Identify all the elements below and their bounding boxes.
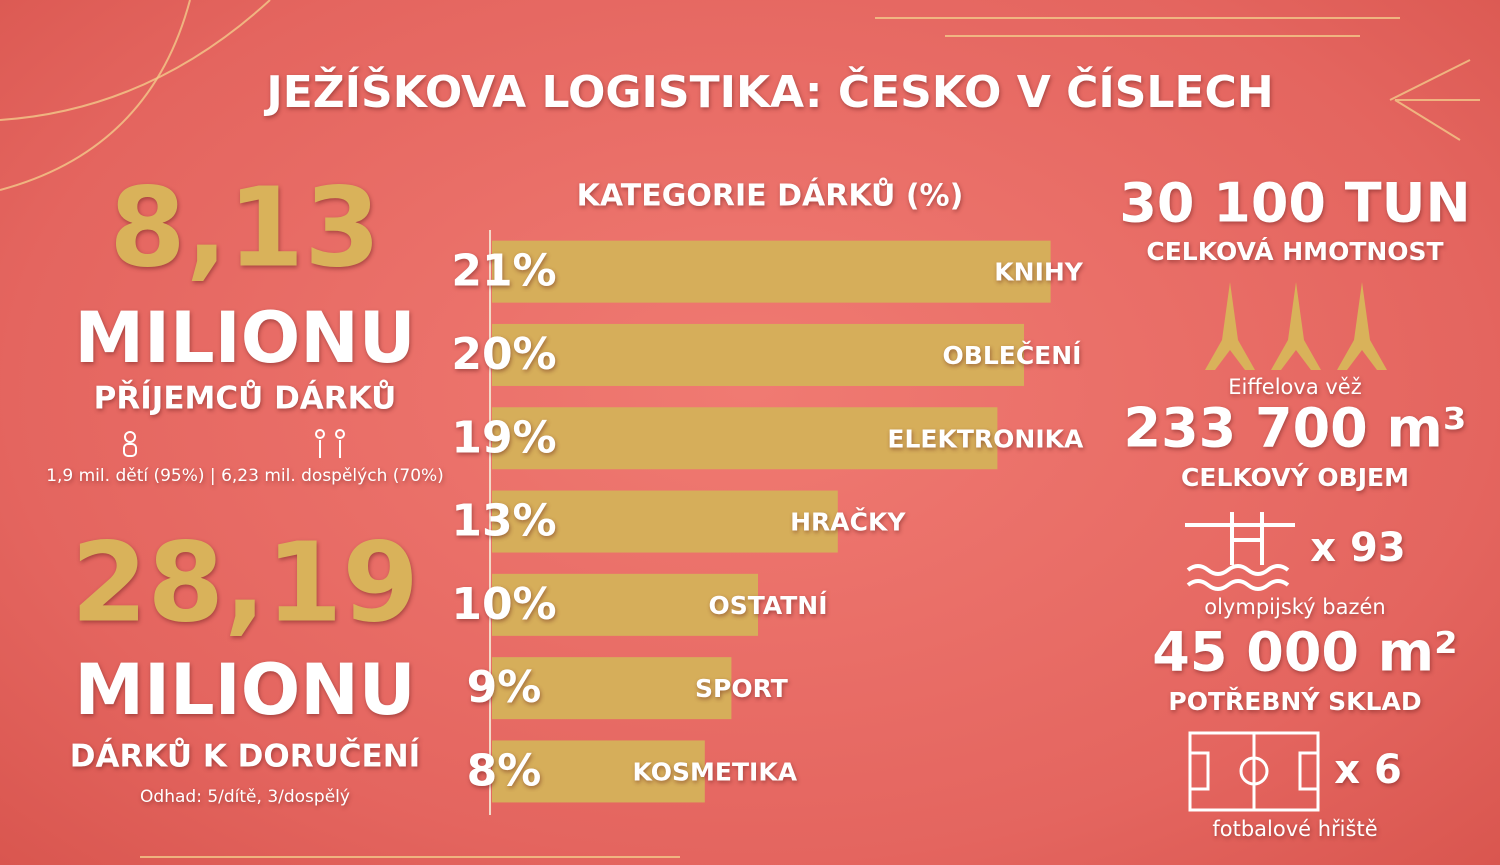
people-icons xyxy=(123,429,345,458)
bar xyxy=(492,407,998,470)
value-label: 13% xyxy=(451,496,556,547)
category-label: KNIHY xyxy=(994,258,1084,287)
multiplier: x 6 xyxy=(1334,747,1402,793)
bar xyxy=(492,240,1051,303)
big-number: 8,13 xyxy=(109,163,380,291)
value-label: 9% xyxy=(467,662,542,713)
unit: MILIONU xyxy=(74,649,415,731)
note: 1,9 mil. dětí (95%) | 6,23 mil. dospělýc… xyxy=(46,466,444,486)
stat-label: CELKOVÁ HMOTNOST xyxy=(1146,237,1443,266)
stat-value: 30 100 TUN xyxy=(1119,172,1470,235)
stat-label: CELKOVÝ OBJEM xyxy=(1181,462,1409,492)
decoration xyxy=(0,0,1480,858)
value-label: 10% xyxy=(451,579,556,630)
category-label: OSTATNÍ xyxy=(708,591,827,620)
title: JEŽÍŠKOVA LOGISTIKA: ČESKO V ČÍSLECH xyxy=(263,65,1273,118)
bar xyxy=(492,573,758,636)
value-label: 19% xyxy=(451,412,556,463)
chart-title: KATEGORIE DÁRKŮ (%) xyxy=(577,177,964,214)
value-label: 20% xyxy=(451,329,556,380)
icon-label: fotbalové hřiště xyxy=(1212,817,1377,841)
value-label: 21% xyxy=(451,246,556,297)
label: PŘÍJEMCŮ DÁRKŮ xyxy=(94,380,397,417)
bars: 21% KNIHY 20% OBLEČENÍ 19% ELEKTRONIKA 13% HRAČ… xyxy=(451,240,1084,803)
category-label: SPORT xyxy=(695,674,788,703)
stat-value: 45 000 m² xyxy=(1152,621,1457,684)
bar xyxy=(492,740,705,803)
category-label: HRAČKY xyxy=(790,507,906,537)
category-label: KOSMETIKA xyxy=(633,757,798,786)
icon-label: Eiffelova věž xyxy=(1228,375,1362,399)
bar xyxy=(492,657,732,720)
big-number: 28,19 xyxy=(71,518,419,646)
label: DÁRKŮ K DORUČENÍ xyxy=(70,738,420,775)
value-label: 8% xyxy=(467,745,542,796)
stat-label: POTŘEBNÝ SKLAD xyxy=(1168,686,1421,716)
field-icon xyxy=(1188,731,1320,812)
unit: MILIONU xyxy=(74,297,415,379)
category-label: ELEKTRONIKA xyxy=(887,424,1084,453)
pool-icon xyxy=(1185,512,1295,591)
multiplier: x 93 xyxy=(1310,525,1405,571)
bar xyxy=(492,323,1024,386)
bar xyxy=(492,490,838,553)
icon-label: olympijský bazén xyxy=(1204,595,1385,619)
eiffel-icons xyxy=(1205,282,1387,370)
category-label: OBLEČENÍ xyxy=(943,340,1082,370)
stat-value: 233 700 m³ xyxy=(1124,397,1467,460)
note: Odhad: 5/dítě, 3/dospělý xyxy=(140,787,350,807)
